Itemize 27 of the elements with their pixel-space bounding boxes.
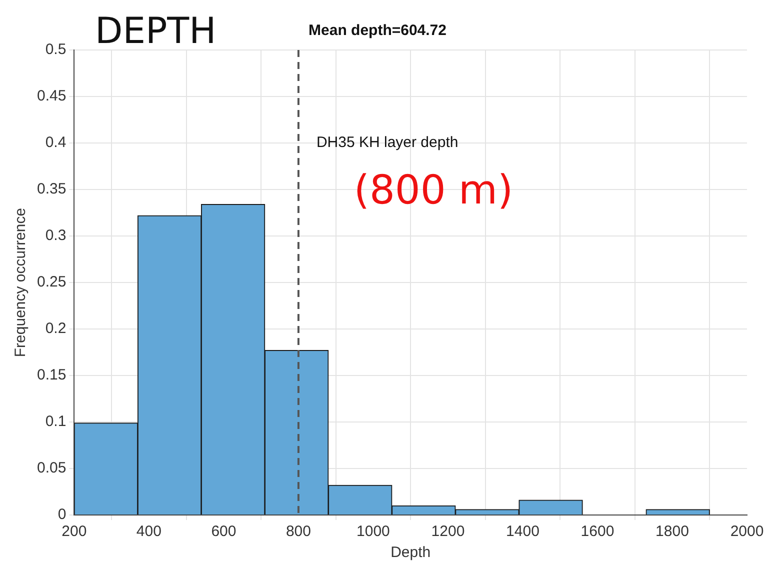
y-tick-label: 0.25: [36, 274, 66, 291]
y-tick-label: 0.4: [45, 134, 66, 152]
annotation: DEPTH: [95, 11, 216, 52]
x-axis-title: Depth: [390, 544, 431, 562]
chart-title: Mean depth=604.72: [308, 22, 446, 40]
x-tick-label: 600: [211, 523, 236, 540]
y-tick-label: 0.15: [36, 366, 66, 384]
annotation: (800 m): [354, 167, 514, 214]
x-tick-label: 1200: [431, 523, 465, 540]
x-tick-label: 400: [136, 523, 162, 540]
x-tick-label: 1800: [656, 523, 689, 540]
y-tick-label: 0.05: [36, 460, 66, 477]
ref-line-label: DH35 KH layer depth: [316, 134, 458, 152]
y-tick-label: 0.35: [36, 180, 66, 198]
x-tick-label: 2000: [730, 523, 764, 540]
y-tick-label: 0.2: [45, 320, 66, 338]
y-tick-label: 0.5: [45, 41, 66, 58]
x-tick-label: 1000: [356, 523, 390, 540]
x-tick-label: 800: [286, 523, 311, 540]
y-tick-label: 0.3: [45, 227, 66, 244]
y-tick-label: 0: [58, 506, 66, 524]
y-tick-label: 0.1: [45, 413, 66, 430]
x-tick-label: 200: [62, 523, 87, 540]
y-axis-title: Frequency occurrence: [12, 208, 30, 358]
y-tick-label: 0.45: [36, 88, 66, 105]
x-tick-label: 1600: [580, 523, 614, 540]
x-tick-label: 1400: [506, 523, 540, 540]
